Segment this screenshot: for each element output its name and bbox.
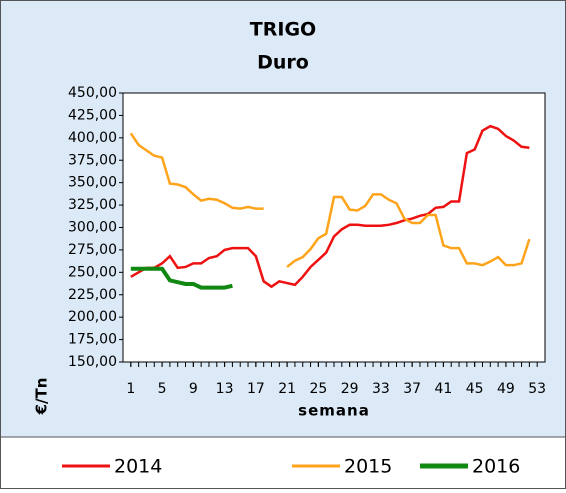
x-tick-label: 33 xyxy=(372,381,390,397)
x-axis-label: semana xyxy=(298,402,370,420)
x-tick-label: 53 xyxy=(528,381,546,397)
y-axis-label: €/Tn xyxy=(33,378,51,416)
chart-title: TRIGO xyxy=(250,19,316,41)
y-tick-label: 150,00 xyxy=(68,354,117,370)
y-tick-label: 300,00 xyxy=(68,220,117,236)
legend-label: 2015 xyxy=(344,456,392,478)
series-line xyxy=(286,193,531,268)
series-line xyxy=(129,132,264,210)
y-tick-label: 450,00 xyxy=(68,85,117,101)
y-tick-label: 350,00 xyxy=(68,175,117,191)
y-tick-label: 325,00 xyxy=(68,197,117,213)
chart-subtitle: Duro xyxy=(257,52,309,74)
series-line xyxy=(130,124,530,289)
legend-box xyxy=(0,436,566,489)
x-tick-label: 5 xyxy=(158,381,167,397)
y-tick-label: 200,00 xyxy=(68,309,117,325)
x-tick-label: 13 xyxy=(216,381,234,397)
x-tick-label: 21 xyxy=(278,381,296,397)
x-tick-label: 45 xyxy=(466,381,484,397)
x-tick-label: 25 xyxy=(309,381,327,397)
x-tick-label: 37 xyxy=(403,381,421,397)
plot-area xyxy=(122,92,546,363)
x-tick-label: 17 xyxy=(247,381,265,397)
y-tick-label: 375,00 xyxy=(68,152,117,168)
y-tick-label: 275,00 xyxy=(68,242,117,258)
x-tick-label: 29 xyxy=(341,381,359,397)
x-tick-label: 49 xyxy=(497,381,515,397)
x-tick-label: 9 xyxy=(189,381,198,397)
y-tick-label: 400,00 xyxy=(68,130,117,146)
y-tick-label: 425,00 xyxy=(68,107,117,123)
legend-label: 2014 xyxy=(114,456,162,478)
y-tick-label: 250,00 xyxy=(68,264,117,280)
x-tick-label: 1 xyxy=(126,381,135,397)
series-line xyxy=(130,266,233,290)
legend-label: 2016 xyxy=(472,456,520,478)
y-tick-label: 175,00 xyxy=(68,332,117,348)
x-tick-label: 41 xyxy=(434,381,452,397)
y-tick-label: 225,00 xyxy=(68,287,117,303)
